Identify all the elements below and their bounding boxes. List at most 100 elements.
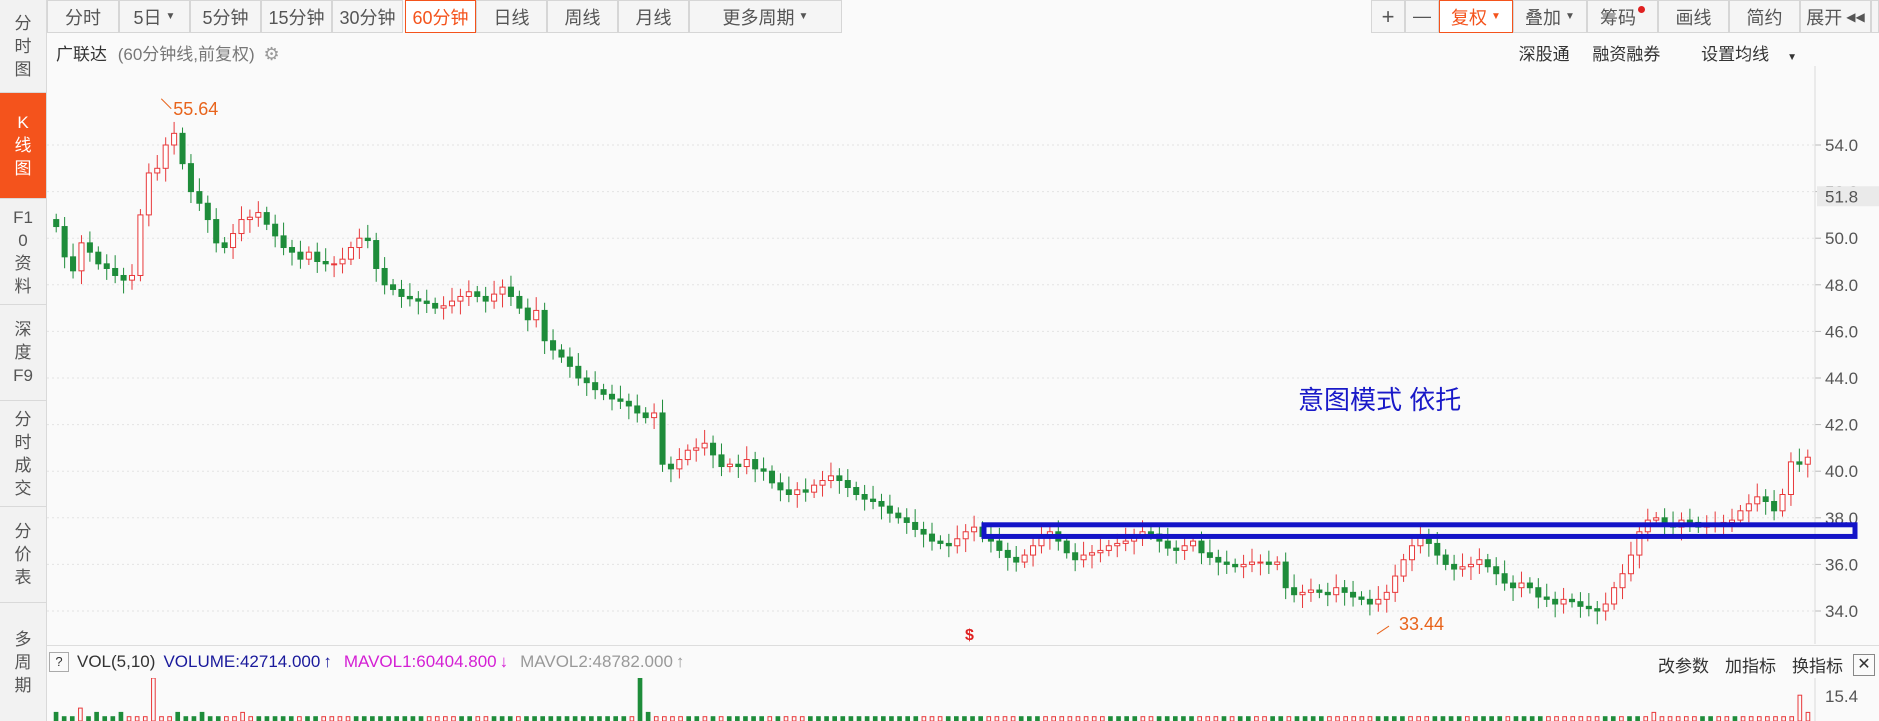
link-shengutong[interactable]: 深股通	[1518, 45, 1570, 64]
volume-bar	[613, 716, 619, 721]
chips-button[interactable]: 筹码	[1587, 0, 1658, 33]
candle-down	[1771, 500, 1778, 512]
volume-bar	[702, 716, 708, 721]
link-set-ma[interactable]: 设置均线 ▼	[1683, 45, 1797, 64]
candle-down	[1543, 596, 1550, 600]
help-icon[interactable]: ?	[49, 652, 69, 672]
candle-down	[895, 512, 902, 519]
candle-down	[1013, 556, 1020, 563]
simple-mode-button[interactable]: 简约	[1729, 0, 1800, 33]
period-label: 5日	[133, 7, 162, 28]
period-30min[interactable]: 30分钟	[332, 0, 403, 33]
period-daily[interactable]: 日线	[476, 0, 547, 33]
candle-down	[415, 298, 422, 302]
period-weekly[interactable]: 周线	[547, 0, 618, 33]
volume-bar	[1083, 716, 1089, 721]
expand-button[interactable]: 展开 ◀◀	[1800, 0, 1871, 33]
period-label: 60分钟	[412, 7, 469, 28]
volume-bar	[1189, 716, 1194, 721]
candle-down	[423, 300, 430, 304]
add-indicator-button[interactable]: 加指标	[1725, 657, 1776, 676]
tab-fenshi[interactable]: 分时图	[0, 0, 46, 93]
candle-down	[1501, 573, 1508, 584]
volume-bar	[1497, 716, 1503, 721]
fuquan-button[interactable]: 复权 ▼	[1439, 0, 1513, 33]
period-5min[interactable]: 5分钟	[190, 0, 261, 33]
volume-bar	[1667, 716, 1673, 721]
tab-kline[interactable]: K线图	[0, 93, 46, 199]
chart-links: 深股通 融资融券 设置均线 ▼	[1501, 40, 1797, 65]
candle-up	[1779, 494, 1786, 512]
edit-params-button[interactable]: 改参数	[1658, 657, 1709, 676]
candle-up	[1088, 552, 1096, 556]
candle-up	[962, 531, 969, 540]
gear-icon[interactable]: ⚙	[263, 44, 280, 64]
candle-down	[600, 389, 607, 395]
candle-down	[204, 202, 211, 221]
volume-bar	[1067, 716, 1073, 721]
overlay-button[interactable]: 叠加 ▼	[1513, 0, 1587, 33]
volume-bar	[1578, 716, 1584, 721]
candle-down	[912, 521, 919, 530]
candle-down	[61, 226, 68, 258]
zoom-out-button[interactable]: —	[1405, 0, 1439, 33]
period-monthly[interactable]: 月线	[618, 0, 689, 33]
volume-bar	[881, 716, 886, 721]
tab-f9[interactable]: 深度F9	[0, 305, 46, 401]
candle-down	[221, 242, 228, 249]
volume-bar	[86, 716, 91, 721]
candle-down	[364, 237, 371, 242]
period-more[interactable]: 更多周期 ▼	[689, 0, 842, 33]
candle-up	[1754, 496, 1761, 505]
volume-bar	[816, 716, 821, 721]
candle-up	[1653, 517, 1660, 521]
draw-line-button[interactable]: 画线	[1658, 0, 1729, 33]
left-sidebar: 分时图 K线图 F10资料 深度F9 分时成交 分价表 多周期	[0, 0, 47, 721]
candle-up	[1611, 587, 1618, 605]
period-15min[interactable]: 15分钟	[261, 0, 332, 33]
candle-down	[322, 261, 329, 265]
period-60min[interactable]: 60分钟	[405, 0, 476, 33]
volume-bar	[264, 716, 270, 721]
candle-up	[1248, 561, 1256, 565]
volume-bar	[499, 716, 505, 721]
tab-duozhouqi[interactable]: 多周期	[14, 629, 32, 695]
volume-bar	[864, 716, 870, 721]
candle-up	[255, 212, 262, 218]
candle-up	[794, 489, 801, 495]
candle-down	[768, 470, 776, 484]
tab-f10[interactable]: F10资料	[0, 199, 46, 305]
period-5day[interactable]: 5日 ▼	[119, 0, 190, 33]
candle-down	[297, 251, 304, 260]
candle-down	[1164, 540, 1171, 549]
low-marker-arrow	[1376, 625, 1390, 635]
volume-bar	[1286, 716, 1292, 721]
candle-down	[752, 459, 759, 470]
candle-down	[187, 163, 194, 193]
period-fenshi[interactable]: 分时	[47, 0, 119, 33]
candle-down	[406, 295, 413, 300]
chart-annotation: 意图模式 依托	[1298, 385, 1462, 415]
volume-bar	[1018, 716, 1024, 721]
candle-up	[693, 447, 700, 451]
volume-bar	[1294, 716, 1300, 721]
candle-down	[280, 235, 287, 249]
tab-fenjiabiao[interactable]: 分价表	[0, 507, 46, 603]
switch-indicator-button[interactable]: 换指标	[1792, 657, 1843, 676]
volume-bar	[994, 716, 1000, 721]
zoom-in-button[interactable]: +	[1371, 0, 1405, 33]
kline-chart[interactable]: 54.052.050.048.046.044.042.040.038.036.0…	[47, 66, 1879, 644]
candle-down	[861, 494, 868, 500]
close-icon[interactable]: ✕	[1853, 653, 1875, 676]
volume-bar	[134, 716, 140, 721]
candle-up	[1240, 563, 1247, 568]
double-chevron-left-icon: ◀◀	[1846, 9, 1865, 24]
chips-label: 筹码	[1600, 7, 1636, 28]
chevron-down-icon: ▼	[1787, 52, 1797, 63]
volume-bar	[1602, 716, 1608, 721]
volume-bar	[670, 716, 675, 721]
volume-bar	[1773, 716, 1778, 721]
link-rongzi[interactable]: 融资融券	[1592, 45, 1661, 64]
collapse-button[interactable]	[1871, 0, 1879, 33]
tab-fenshi-chengjiao[interactable]: 分时成交	[0, 401, 46, 507]
